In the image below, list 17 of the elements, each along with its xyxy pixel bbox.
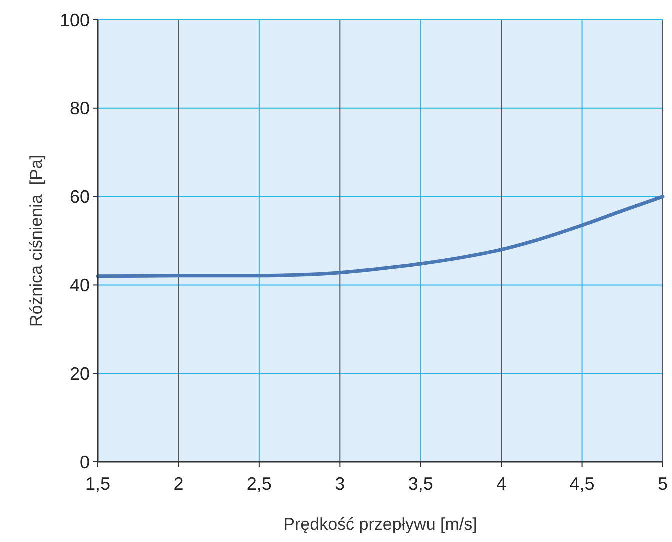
x-tick-label: 5 (658, 474, 668, 494)
x-tick-label: 3,5 (408, 474, 434, 494)
y-tick-label: 40 (70, 276, 90, 296)
x-axis-title: Prędkość przepływu [m/s] (284, 515, 478, 534)
x-tick-label: 2 (174, 474, 184, 494)
y-tick-label: 60 (70, 187, 90, 208)
y-tick-label: 0 (80, 452, 90, 472)
x-tick-label: 4,5 (570, 474, 595, 494)
line-series (96, 195, 665, 278)
x-tick-label: 3 (335, 474, 346, 494)
x-tick-label: 4 (496, 474, 507, 494)
x-tick-label: 2,5 (246, 474, 272, 494)
y-tick-label: 100 (60, 10, 90, 30)
y-tick-label: 80 (70, 98, 90, 119)
y-tick-label: 20 (70, 364, 90, 384)
y-axis-title: Różnica ciśnienia [Pa] (27, 155, 46, 327)
x-tick-label: 1,5 (85, 474, 111, 494)
